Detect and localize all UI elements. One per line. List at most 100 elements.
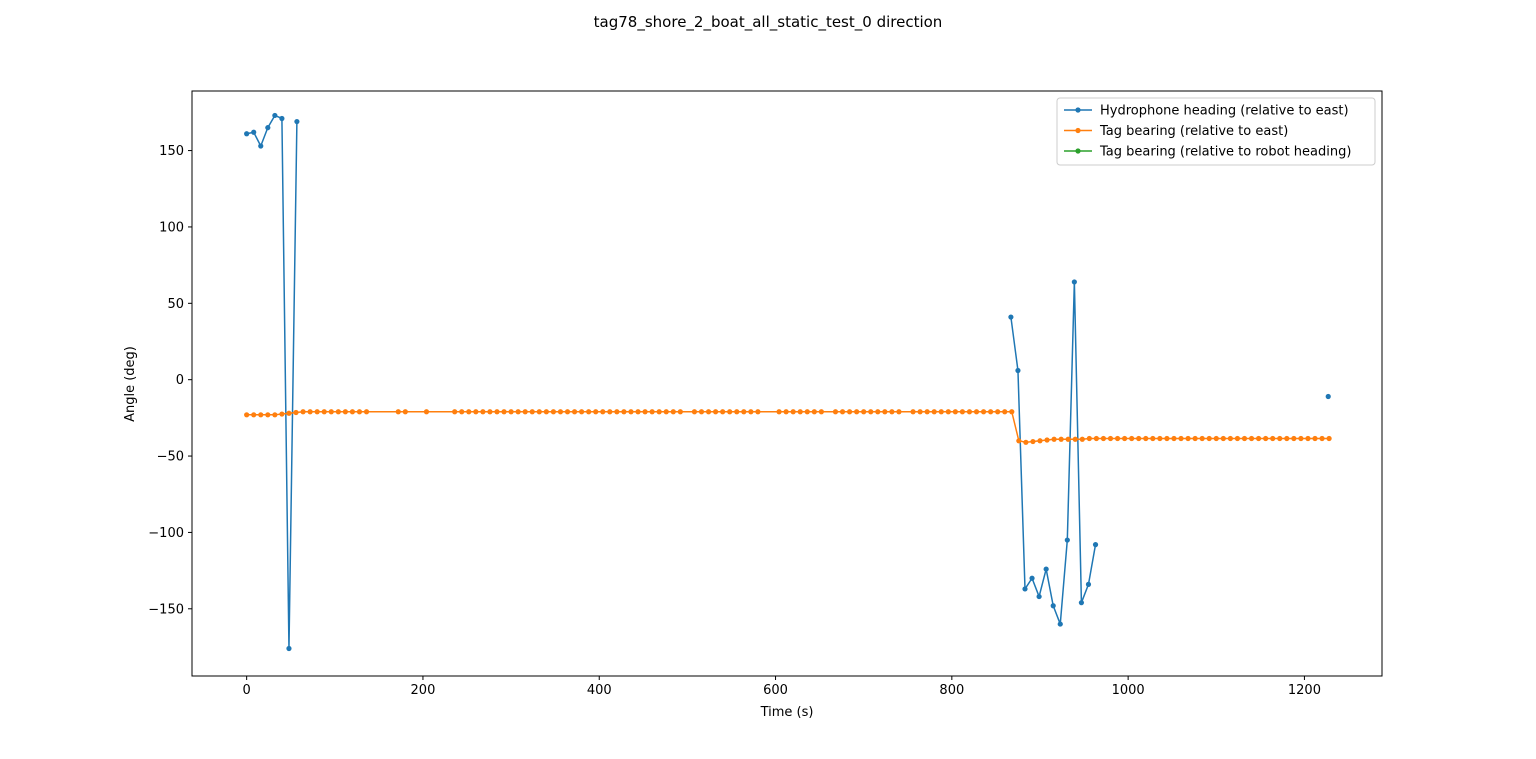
- series-2-point: [314, 409, 320, 415]
- series-2-point: [1086, 435, 1092, 442]
- series-2-point: [677, 409, 683, 415]
- series-2-point: [727, 409, 733, 415]
- series-2-point: [832, 409, 839, 415]
- series-1-point: [1050, 603, 1056, 609]
- series-2-point: [804, 409, 810, 415]
- x-tick-label: 600: [763, 683, 788, 698]
- series-2-point: [593, 409, 599, 415]
- series-2-point: [244, 412, 250, 418]
- legend-marker-3: [1075, 148, 1081, 154]
- series-2-point: [705, 409, 712, 415]
- series-1-point: [272, 112, 278, 119]
- series-2-point: [1044, 437, 1050, 443]
- series-2-point: [480, 409, 486, 415]
- series-2-point: [579, 409, 585, 415]
- series-2-point: [980, 409, 987, 415]
- series-1-point: [1325, 393, 1331, 400]
- series-1-point: [1064, 537, 1070, 543]
- y-tick-label: 100: [159, 220, 184, 235]
- series-2-point: [691, 409, 698, 415]
- series-2-point: [1298, 435, 1304, 442]
- series-2-point: [818, 409, 824, 415]
- series-2-point: [966, 409, 973, 415]
- x-tick-label: 200: [411, 683, 436, 698]
- series-2-point: [335, 409, 341, 415]
- legend-entry-2: Tag bearing (relative to east): [1099, 124, 1288, 139]
- plot-area: 0 200 400 600 800 1000 1200 −150 −100 −50 0 50 100 15…: [148, 90, 1383, 698]
- series-2-point: [988, 409, 994, 415]
- series-2-point: [279, 411, 285, 417]
- series-2-point: [300, 409, 306, 415]
- series-2-point: [1199, 435, 1205, 442]
- series-2-point: [1009, 409, 1015, 415]
- series-2-point: [251, 412, 257, 418]
- series-2-point: [515, 409, 521, 415]
- series-2-point: [776, 409, 782, 415]
- series-2-point: [1263, 435, 1269, 442]
- series-2-point: [959, 409, 966, 415]
- series-1-point: [1057, 621, 1063, 627]
- series-2-point: [741, 409, 747, 415]
- series-2-point: [321, 409, 327, 415]
- series-2-point: [1270, 435, 1276, 442]
- series-1-point: [1085, 581, 1092, 587]
- series-1-point: [1078, 600, 1085, 606]
- series-2-point: [466, 409, 472, 415]
- series-2: [244, 409, 1332, 445]
- series-2-point: [1284, 435, 1290, 442]
- series-2-point: [487, 409, 493, 415]
- legend-marker-2: [1075, 127, 1081, 134]
- series-2-point: [656, 409, 662, 415]
- y-tick-label: 50: [167, 297, 184, 312]
- series-2-point: [402, 409, 408, 415]
- series-2-point: [1164, 435, 1170, 442]
- series-2-point: [571, 409, 578, 415]
- series-1-point: [1036, 593, 1042, 600]
- series-1-point: [1029, 575, 1035, 581]
- series-2-point: [586, 409, 592, 415]
- series-2-point: [1277, 435, 1283, 442]
- series-2-point: [945, 409, 951, 415]
- series-2-point: [286, 410, 292, 416]
- y-tick-label: −100: [148, 526, 184, 541]
- series-2-point: [363, 409, 370, 415]
- series-2-point: [293, 409, 299, 416]
- series-2-point: [307, 409, 313, 415]
- series-2-point: [917, 409, 923, 415]
- x-tick-label: 1200: [1288, 683, 1321, 698]
- series-2-point: [1213, 435, 1219, 442]
- series-1-point: [1043, 566, 1049, 572]
- y-tick-label: −50: [157, 450, 184, 465]
- y-tick-label: 150: [159, 144, 184, 159]
- series-2-point: [1002, 409, 1008, 415]
- series-2-point: [783, 409, 789, 415]
- series-2-point: [1079, 436, 1085, 442]
- series-2-point: [600, 409, 606, 415]
- series-2-point: [1065, 436, 1071, 442]
- series-2-point: [272, 412, 278, 418]
- series-2-point: [1136, 435, 1142, 442]
- series-2-point: [423, 409, 430, 415]
- series-2-point: [839, 409, 846, 415]
- series-2-point: [755, 409, 761, 415]
- series-2-point: [748, 409, 754, 415]
- y-axis-label: Angle (deg): [123, 346, 138, 422]
- legend: Hydrophone heading (relative to east) Tag…: [1056, 97, 1376, 166]
- series-2-point: [342, 409, 348, 415]
- series-2-point: [854, 409, 860, 415]
- series-2-point: [621, 409, 627, 415]
- series-2-point: [649, 409, 655, 415]
- series-2-point: [452, 409, 458, 415]
- series-1-point: [294, 118, 300, 125]
- series-2-point: [607, 409, 613, 415]
- series-2-point: [1248, 435, 1255, 442]
- series-2-point: [875, 409, 881, 415]
- series-2-point: [811, 409, 817, 415]
- legend-marker-1: [1075, 107, 1081, 113]
- series-2-point: [889, 409, 895, 415]
- series-2-point: [395, 409, 401, 415]
- series-1-point: [265, 125, 271, 131]
- series-2-point: [924, 409, 930, 415]
- series-2-point: [1058, 436, 1064, 442]
